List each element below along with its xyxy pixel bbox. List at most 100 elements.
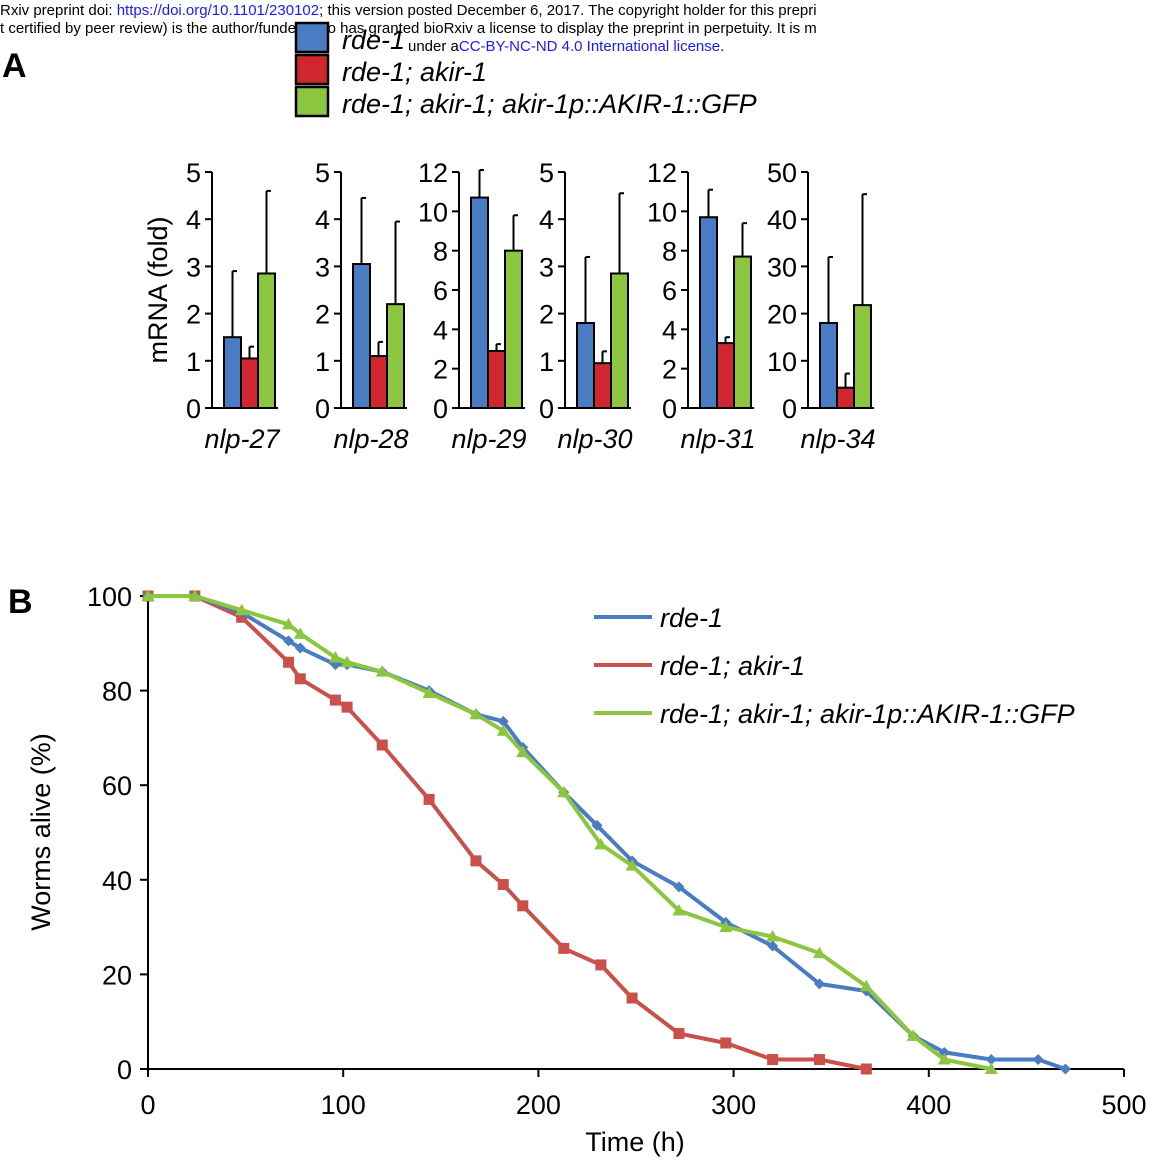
data-point-rde-1-akir-1 bbox=[341, 701, 353, 713]
series-line-rde-1-akir-1-akir-1p-akir-1-gfp bbox=[148, 594, 992, 1071]
data-point-rde-1 bbox=[673, 881, 685, 893]
legend-label-rde-1-akir-1-akir-1p-akir-1-gfp: rde-1; akir-1; akir-1p::AKIR-1::GFP bbox=[660, 699, 1075, 729]
banner-prefix: Rxiv preprint doi: bbox=[0, 2, 117, 19]
y-tick-label: 0 bbox=[539, 394, 554, 424]
y-tick-label: 10 bbox=[418, 197, 448, 227]
legend-label-rde-1-akir-1: rde-1; akir-1 bbox=[660, 651, 805, 681]
data-point-rde-1-akir-1-akir-1p-akir-1-gfp bbox=[937, 1053, 951, 1065]
bar-nlp-31-rde-1-akir-1-akir-1p-akir-1-gfp bbox=[733, 255, 752, 410]
data-point-rde-1-akir-1-akir-1p-akir-1-gfp bbox=[906, 1029, 920, 1041]
y-tick-label: 6 bbox=[662, 276, 677, 306]
data-point-rde-1-akir-1-akir-1p-akir-1-gfp bbox=[293, 627, 307, 639]
panel-b-y-axis-title: Worms alive (%) bbox=[26, 733, 56, 931]
y-tick-label: 0 bbox=[315, 394, 330, 424]
y-tick-label: 8 bbox=[662, 237, 677, 267]
doi-link[interactable]: https://doi.org/10.1101/230102 bbox=[116, 2, 320, 19]
y-tick-label: 4 bbox=[433, 315, 448, 345]
bar-nlp-34-rde-1 bbox=[819, 322, 838, 410]
data-point-rde-1-akir-1 bbox=[626, 992, 638, 1004]
data-point-rde-1-akir-1 bbox=[376, 739, 388, 751]
data-point-rde-1 bbox=[985, 1054, 997, 1066]
data-point-rde-1-akir-1-akir-1p-akir-1-gfp bbox=[984, 1062, 998, 1074]
license-link[interactable]: CC-BY-NC-ND 4.0 International license bbox=[458, 38, 721, 55]
bar-nlp-31-rde-1-akir-1 bbox=[716, 342, 735, 410]
y-tick-label: 40 bbox=[102, 866, 132, 896]
data-point-rde-1 bbox=[283, 635, 295, 647]
data-point-rde-1 bbox=[1032, 1054, 1044, 1066]
data-point-rde-1-akir-1-akir-1p-akir-1-gfp bbox=[422, 686, 436, 698]
y-tick-label: 2 bbox=[539, 300, 554, 330]
y-tick-label: 20 bbox=[767, 300, 797, 330]
bar-nlp-28-rde-1-akir-1-akir-1p-akir-1-gfp bbox=[386, 303, 405, 409]
y-tick-label: 5 bbox=[186, 158, 201, 188]
data-point-rde-1 bbox=[938, 1046, 950, 1058]
data-point-rde-1-akir-1-akir-1p-akir-1-gfp bbox=[719, 920, 733, 933]
data-point-rde-1 bbox=[497, 715, 509, 727]
data-point-rde-1-akir-1-akir-1p-akir-1-gfp bbox=[496, 724, 510, 736]
y-tick-label: 0 bbox=[433, 394, 448, 424]
y-tick-label: 12 bbox=[418, 158, 448, 188]
panel-b-axes: 0 20 40 60 80 100 0 100 200 300 400 500 bbox=[87, 582, 1147, 1120]
legend-swatch-rde-1-akir-1 bbox=[294, 53, 330, 86]
banner-under-a: under a bbox=[408, 38, 459, 55]
y-tick-label: 10 bbox=[647, 197, 677, 227]
data-point-rde-1-akir-1 bbox=[470, 855, 482, 867]
y-tick-label: 8 bbox=[433, 237, 448, 267]
data-point-rde-1-akir-1-akir-1p-akir-1-gfp bbox=[328, 650, 342, 663]
y-tick-label: 0 bbox=[662, 394, 677, 424]
bar-nlp-30-rde-1-akir-1 bbox=[593, 362, 612, 410]
y-tick-label: 60 bbox=[102, 771, 132, 801]
data-point-rde-1-akir-1 bbox=[860, 1063, 872, 1075]
data-point-rde-1-akir-1 bbox=[423, 793, 435, 805]
banner-suffix: ; this version posted December 6, 2017. … bbox=[319, 2, 817, 19]
legend-swatch-rde-1 bbox=[294, 21, 330, 54]
x-tick-label: 0 bbox=[140, 1090, 155, 1120]
bar-nlp-30-rde-1-akir-1-akir-1p-akir-1-gfp bbox=[610, 272, 629, 410]
data-point-rde-1-akir-1 bbox=[283, 656, 295, 668]
y-tick-label: 0 bbox=[186, 394, 201, 424]
data-point-rde-1-akir-1-akir-1p-akir-1-gfp bbox=[235, 603, 249, 616]
data-point-rde-1-akir-1 bbox=[767, 1054, 779, 1066]
preprint-banner-line-1: Rxiv preprint doi: https://doi.org/10.11… bbox=[0, 2, 817, 20]
preprint-banner-line-3: under aCC-BY-NC-ND 4.0 International lic… bbox=[408, 38, 724, 56]
bar-nlp-27-rde-1-akir-1 bbox=[240, 357, 259, 410]
data-point-rde-1-akir-1-akir-1p-akir-1-gfp bbox=[375, 665, 389, 677]
subplot-nlp-28: 0 1 2 3 4 5 nlp-28 bbox=[315, 158, 409, 454]
data-point-rde-1-akir-1-akir-1p-akir-1-gfp bbox=[812, 946, 826, 959]
data-point-rde-1-akir-1 bbox=[497, 879, 509, 891]
data-point-rde-1-akir-1-akir-1p-akir-1-gfp bbox=[282, 617, 296, 630]
bar-nlp-28-rde-1 bbox=[352, 263, 371, 410]
data-point-rde-1-akir-1-akir-1p-akir-1-gfp bbox=[594, 837, 608, 850]
y-tick-label: 2 bbox=[433, 355, 448, 385]
gene-label-nlp-34: nlp-34 bbox=[800, 424, 875, 454]
data-point-rde-1 bbox=[294, 642, 306, 654]
data-point-rde-1-akir-1-akir-1p-akir-1-gfp bbox=[188, 589, 202, 601]
series-rde-1-akir-1-akir-1p-akir-1-gfp bbox=[141, 589, 998, 1074]
data-point-rde-1-akir-1 bbox=[673, 1028, 685, 1040]
y-tick-label: 2 bbox=[662, 355, 677, 385]
data-point-rde-1-akir-1-akir-1p-akir-1-gfp bbox=[557, 785, 571, 798]
x-tick-label: 200 bbox=[516, 1090, 561, 1120]
data-point-rde-1-akir-1-akir-1p-akir-1-gfp bbox=[859, 979, 873, 992]
data-point-rde-1-akir-1 bbox=[813, 1054, 825, 1066]
x-tick-label: 400 bbox=[906, 1090, 951, 1120]
bar-nlp-31-rde-1 bbox=[699, 216, 718, 409]
x-tick-label: 100 bbox=[321, 1090, 366, 1120]
y-tick-label: 40 bbox=[767, 205, 797, 235]
panel-a-y-axis-title: mRNA (fold) bbox=[143, 216, 173, 363]
bar-nlp-29-rde-1-akir-1-akir-1p-akir-1-gfp bbox=[504, 249, 523, 409]
data-point-rde-1-akir-1-akir-1p-akir-1-gfp bbox=[469, 707, 483, 720]
data-point-rde-1-akir-1 bbox=[720, 1037, 732, 1049]
y-tick-label: 12 bbox=[647, 158, 677, 188]
y-tick-label: 1 bbox=[315, 347, 330, 377]
y-tick-label: 4 bbox=[186, 205, 201, 235]
banner-line-2-text: t certified by peer review) is the autho… bbox=[0, 20, 817, 37]
legend-label-rde-1-akir-1: rde-1; akir-1 bbox=[342, 57, 487, 87]
legend-label-rde-1: rde-1 bbox=[342, 25, 405, 55]
panel-a-label: A bbox=[2, 47, 27, 85]
gene-label-nlp-30: nlp-30 bbox=[557, 424, 632, 454]
y-tick-label: 1 bbox=[186, 347, 201, 377]
data-point-rde-1-akir-1 bbox=[329, 694, 341, 706]
data-point-rde-1-akir-1 bbox=[558, 942, 570, 954]
legend-swatch-rde-1-akir-1-akir-1p-akir-1-gfp bbox=[294, 85, 330, 118]
